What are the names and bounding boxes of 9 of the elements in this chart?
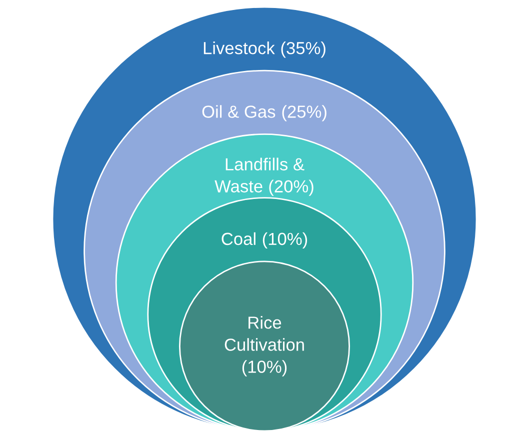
- category-label: Coal: [222, 232, 256, 246]
- data-label: (10%): [262, 232, 308, 248]
- data-label: (20%): [269, 180, 314, 196]
- data-label: (25%): [282, 105, 326, 122]
- data-label: (10%): [242, 360, 287, 376]
- category-label: Rice Cultivation: [224, 316, 304, 351]
- category-label: Livestock: [204, 42, 275, 54]
- data-label: (35%): [281, 42, 326, 58]
- category-label: Oil & Gas: [202, 105, 276, 118]
